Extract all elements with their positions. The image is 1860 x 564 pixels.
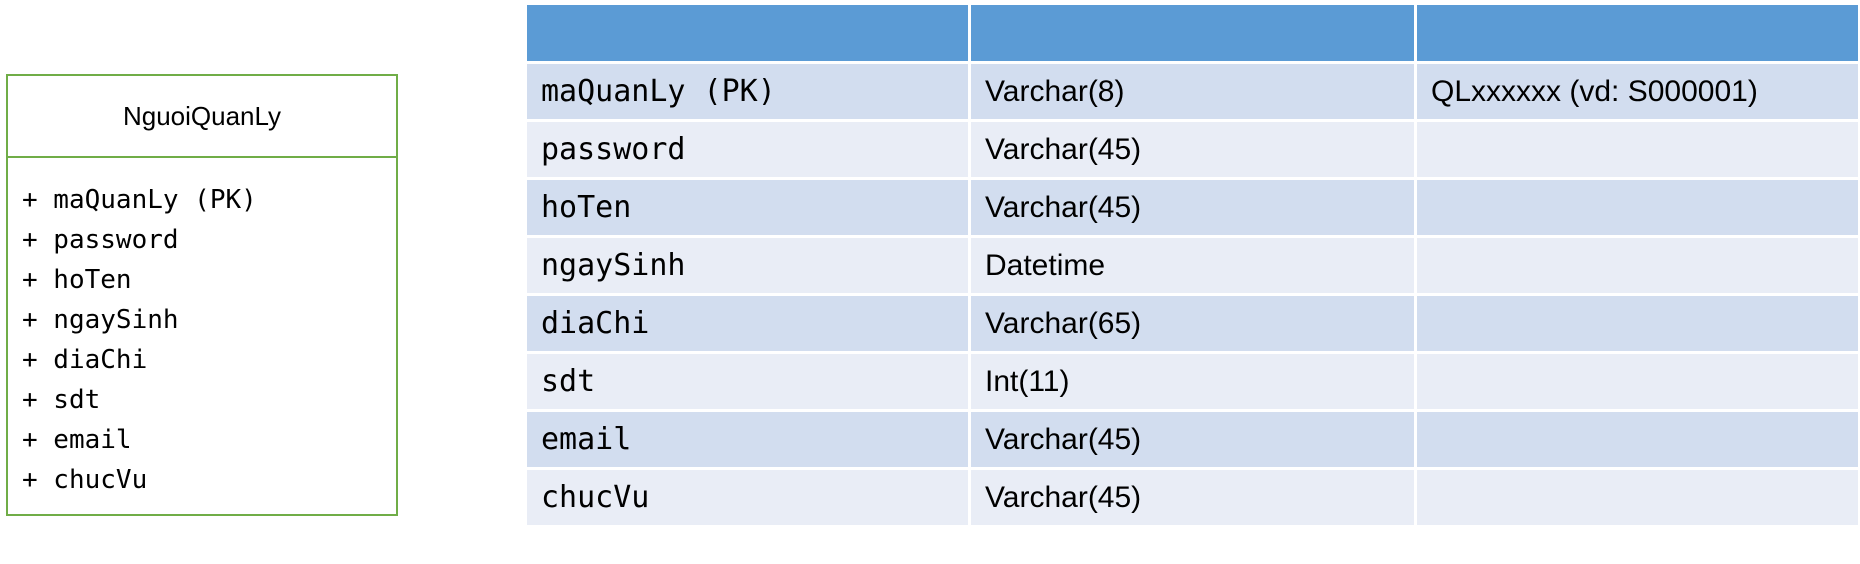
note-cell <box>1414 235 1860 296</box>
uml-attribute: + maQuanLy (PK) <box>22 185 257 215</box>
uml-attribute: + email <box>22 425 132 455</box>
field-name-cell: diaChi <box>524 293 971 354</box>
data-type-cell: Varchar(8) <box>968 61 1417 122</box>
data-type-cell: Varchar(45) <box>968 177 1417 238</box>
data-type-cell: Varchar(45) <box>968 119 1417 180</box>
uml-attribute: + hoTen <box>22 265 132 295</box>
field-name-cell: hoTen <box>524 177 971 238</box>
uml-attribute: + sdt <box>22 385 101 415</box>
table-row: ngaySinh Datetime <box>524 235 1860 296</box>
field-name-cell: password <box>524 119 971 180</box>
data-dictionary-table: maQuanLy (PK) Varchar(8) QLxxxxxx (vd: S… <box>524 2 1860 528</box>
data-type-cell: Varchar(65) <box>968 293 1417 354</box>
table-row: email Varchar(45) <box>524 409 1860 470</box>
note-cell <box>1414 293 1860 354</box>
uml-attribute: + ngaySinh <box>22 305 179 335</box>
data-type-cell: Datetime <box>968 235 1417 296</box>
field-name-cell: maQuanLy (PK) <box>524 61 971 122</box>
column-header-type <box>968 2 1417 64</box>
table-row: password Varchar(45) <box>524 119 1860 180</box>
field-name-cell: email <box>524 409 971 470</box>
table-row: diaChi Varchar(65) <box>524 293 1860 354</box>
note-cell <box>1414 119 1860 180</box>
data-type-cell: Varchar(45) <box>968 409 1417 470</box>
table-row: chucVu Varchar(45) <box>524 467 1860 528</box>
field-name-cell: ngaySinh <box>524 235 971 296</box>
table-row: sdt Int(11) <box>524 351 1860 412</box>
uml-attribute: + password <box>22 225 179 255</box>
note-cell <box>1414 177 1860 238</box>
table-header-row <box>524 2 1860 64</box>
note-cell <box>1414 467 1860 528</box>
note-cell <box>1414 409 1860 470</box>
uml-attribute: + diaChi <box>22 345 148 375</box>
uml-class-name: NguoiQuanLy <box>8 76 396 158</box>
data-type-cell: Varchar(45) <box>968 467 1417 528</box>
field-name-cell: sdt <box>524 351 971 412</box>
uml-attribute: + chucVu <box>22 465 148 495</box>
column-header-note <box>1414 2 1860 64</box>
field-name-cell: chucVu <box>524 467 971 528</box>
uml-attribute-list: + maQuanLy (PK) + password + hoTen + nga… <box>8 158 396 500</box>
note-cell <box>1414 351 1860 412</box>
column-header-field <box>524 2 971 64</box>
data-type-cell: Int(11) <box>968 351 1417 412</box>
note-cell: QLxxxxxx (vd: S000001) <box>1414 61 1860 122</box>
uml-class-box: NguoiQuanLy + maQuanLy (PK) + password +… <box>6 74 398 516</box>
table-row: hoTen Varchar(45) <box>524 177 1860 238</box>
table-row: maQuanLy (PK) Varchar(8) QLxxxxxx (vd: S… <box>524 61 1860 122</box>
